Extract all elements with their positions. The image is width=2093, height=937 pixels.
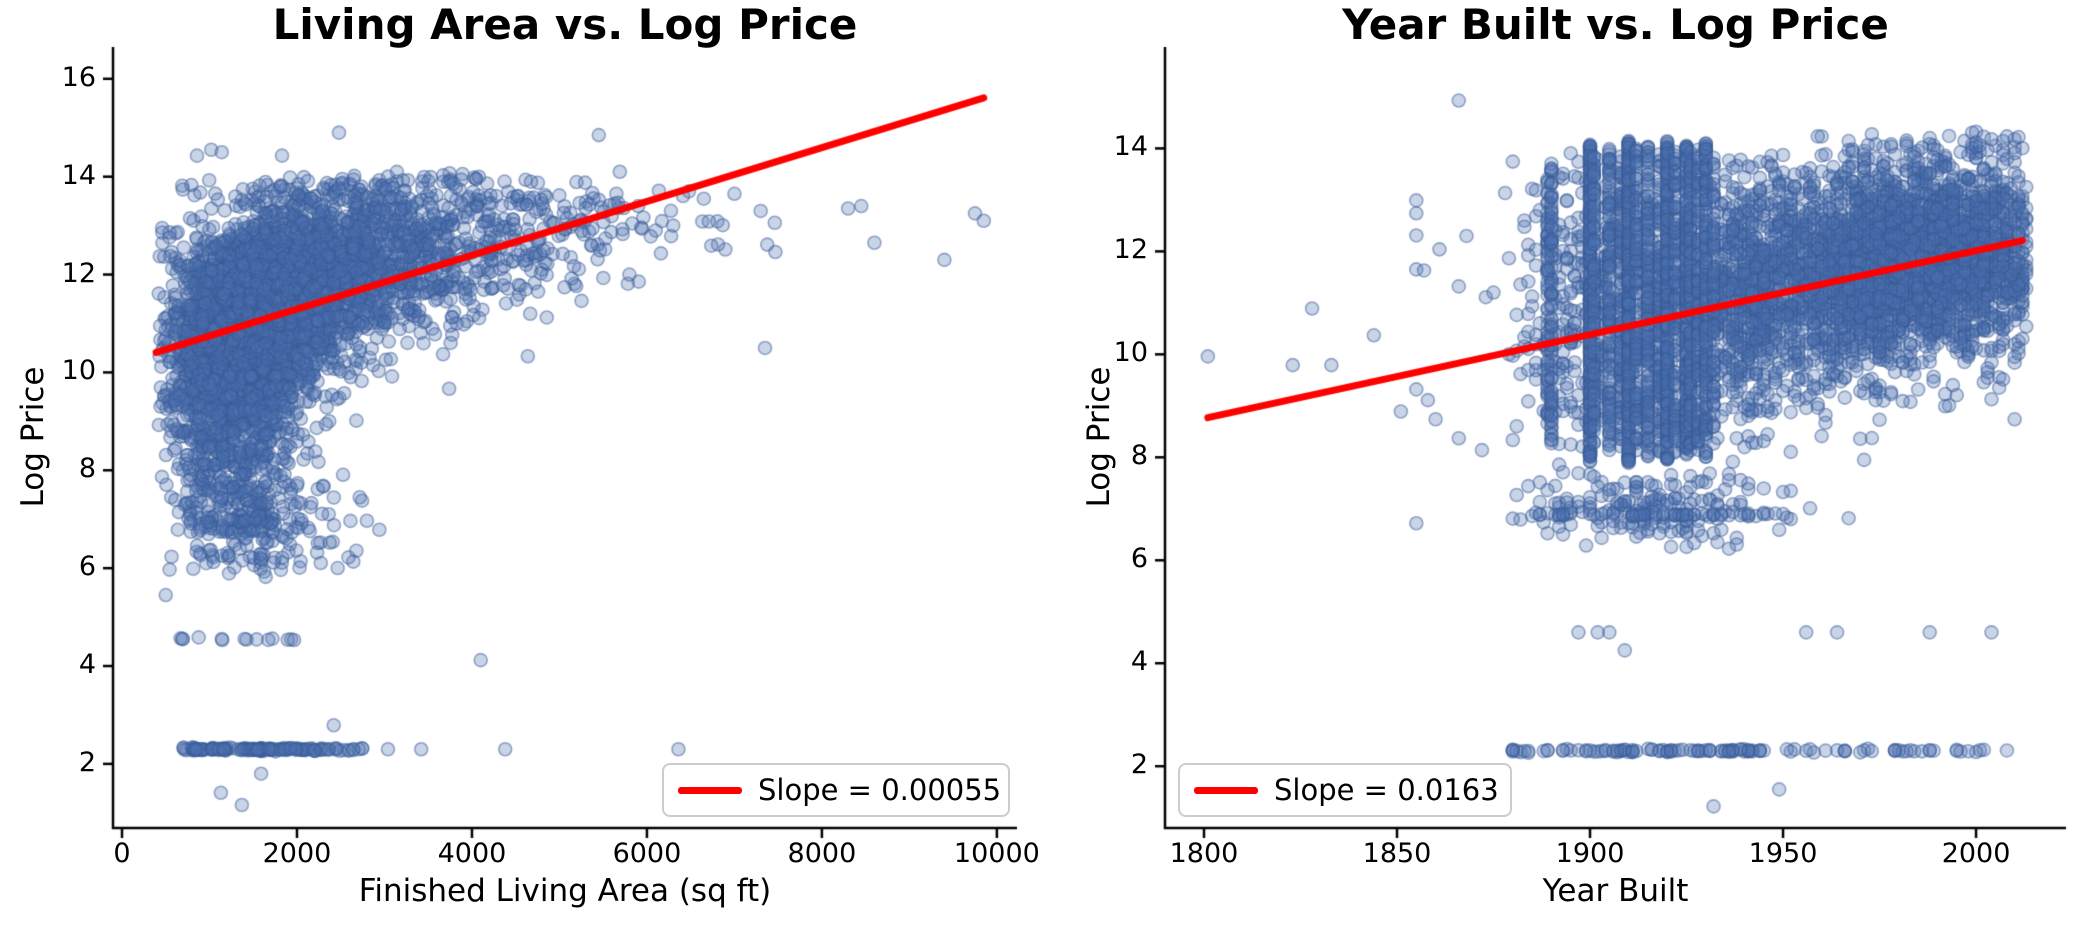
x-tick-label: 2000 [1941, 838, 2011, 869]
y-tick-label: 4 [1130, 646, 1148, 678]
x-tick-label: 4000 [437, 838, 507, 869]
y-tick-label: 6 [1130, 543, 1148, 575]
left-legend: Slope = 0.00055 [662, 763, 1010, 817]
x-tick-label: 8000 [787, 838, 857, 869]
x-tick-label: 1800 [1169, 838, 1239, 869]
y-tick-label: 16 [61, 61, 96, 93]
trendline-swatch [1194, 786, 1258, 794]
y-tick-label: 6 [78, 551, 96, 583]
x-tick-label: 6000 [612, 838, 682, 869]
left-x-axis-label: Finished Living Area (sq ft) [358, 873, 772, 909]
x-tick-label: 10000 [953, 838, 1040, 869]
y-tick-label: 14 [1113, 131, 1148, 163]
x-tick-label: 1950 [1748, 838, 1818, 869]
y-tick-label: 12 [1113, 234, 1148, 266]
right-chart-title: Year Built vs. Log Price [1342, 0, 1889, 49]
y-tick-label: 8 [1130, 440, 1148, 472]
trendline-swatch [678, 786, 742, 794]
x-tick-label: 1900 [1555, 838, 1625, 869]
right-legend-label: Slope = 0.0163 [1274, 773, 1499, 807]
y-tick-label: 8 [78, 453, 96, 485]
right-x-axis-label: Year Built [1542, 873, 1689, 909]
x-tick-label: 1850 [1362, 838, 1432, 869]
y-tick-label: 10 [1113, 337, 1148, 369]
y-tick-label: 4 [78, 649, 96, 681]
y-tick-label: 12 [61, 257, 96, 289]
right-legend: Slope = 0.0163 [1178, 763, 1512, 817]
right-y-axis-label: Log Price [1081, 366, 1117, 508]
y-tick-label: 2 [1130, 749, 1148, 781]
x-tick-label: 0 [113, 838, 131, 869]
x-tick-label: 2000 [262, 838, 332, 869]
y-tick-label: 14 [61, 159, 96, 191]
left-legend-label: Slope = 0.00055 [758, 773, 1002, 807]
left-chart-title: Living Area vs. Log Price [272, 0, 858, 49]
y-tick-label: 10 [61, 355, 96, 387]
y-tick-label: 2 [78, 746, 96, 778]
